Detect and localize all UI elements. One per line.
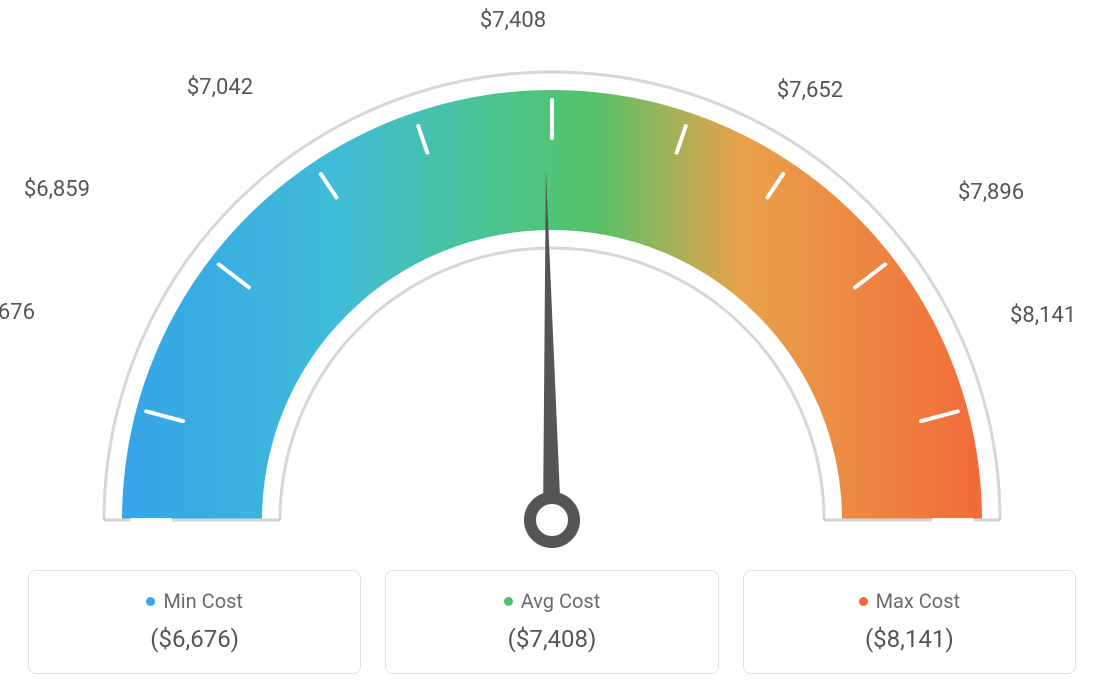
avg-cost-label-text: Avg Cost (521, 589, 601, 613)
max-dot-icon (859, 597, 868, 606)
max-cost-card: Max Cost ($8,141) (743, 570, 1076, 674)
avg-cost-label: Avg Cost (406, 589, 697, 613)
gauge-chart: $6,676 $6,859 $7,042 $7,408 $7,652 $7,896 $8,1… (0, 0, 1104, 560)
min-cost-value: ($6,676) (49, 625, 340, 653)
min-dot-icon (146, 597, 155, 606)
gauge-tick-label: $6,859 (24, 177, 90, 202)
min-cost-label: Min Cost (49, 589, 340, 613)
max-cost-label: Max Cost (764, 589, 1055, 613)
gauge-tick-label: $7,652 (777, 78, 843, 103)
min-cost-label-text: Min Cost (163, 589, 243, 613)
min-cost-card: Min Cost ($6,676) (28, 570, 361, 674)
max-cost-value: ($8,141) (764, 625, 1055, 653)
gauge-svg (42, 50, 1062, 570)
max-cost-label-text: Max Cost (876, 589, 961, 613)
cost-cards: Min Cost ($6,676) Avg Cost ($7,408) Max … (0, 570, 1104, 674)
gauge-tick-label: $7,408 (480, 8, 546, 33)
avg-cost-card: Avg Cost ($7,408) (385, 570, 718, 674)
gauge-tick-label: $8,141 (1010, 303, 1076, 328)
gauge-tick-label: $7,896 (958, 180, 1024, 205)
gauge-tick-label: $6,676 (0, 300, 35, 325)
avg-dot-icon (504, 597, 513, 606)
gauge-tick-label: $7,042 (187, 75, 253, 100)
avg-cost-value: ($7,408) (406, 625, 697, 653)
